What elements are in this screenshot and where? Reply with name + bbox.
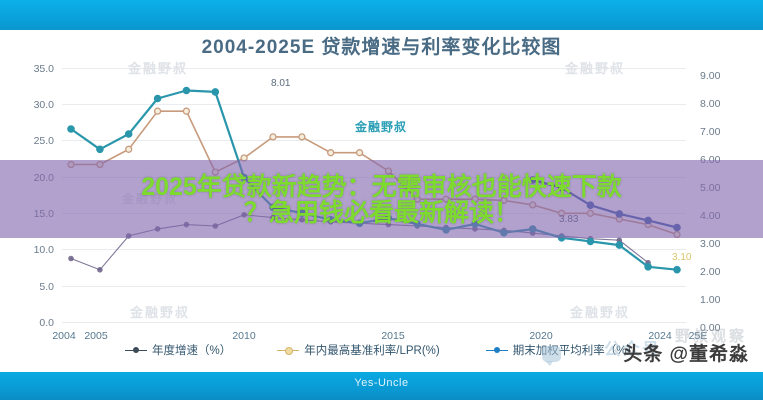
legend-item-lpr[interactable]: 年内最高基准利率/LPR(%) (277, 342, 440, 358)
gridline (62, 140, 686, 141)
gridline (62, 322, 686, 323)
x-axis-tick: 2010 (232, 330, 256, 342)
y2-axis-tick: 0.00 (700, 322, 721, 334)
watermark: 金融野叔 (130, 305, 191, 320)
promo-line-1: 2025年贷款新趋势：无需审核也能快速下款 (141, 172, 622, 201)
y-axis-tick: 30.0 (33, 99, 54, 111)
promo-line-2: ？急用钱必看最新解读！ (243, 199, 519, 227)
speech-bubble-icon (542, 346, 561, 366)
promo-overlay-band (0, 160, 763, 238)
x-axis-tick: 2004 (52, 330, 76, 342)
footer-label: Yes-Uncle (354, 377, 409, 389)
x-axis-tick: 2020 (529, 330, 553, 342)
y-axis-tick: 35.0 (33, 63, 54, 75)
series-inline-label: 金融野叔 (355, 120, 408, 134)
legend-marker-lpr (277, 345, 300, 355)
channel-gongzhonghao: 公众号 (604, 340, 661, 359)
bottom-banner-bar: Yes-Uncle (0, 372, 763, 400)
legend-marker-growth (125, 345, 148, 355)
gridline (62, 249, 686, 250)
y-axis-tick: 5.0 (39, 281, 54, 293)
x-axis-tick: 25E (688, 330, 708, 342)
top-banner-bar (0, 0, 763, 30)
watermark: 金融野叔 (128, 61, 189, 76)
x-axis-tick: 2005 (84, 330, 108, 342)
y-axis-tick: 10.0 (33, 244, 54, 256)
point-label: 3.10 (672, 252, 692, 263)
promo-overlay-text: 2025年贷款新趋势：无需审核也能快速下款 ？急用钱必看最新解读！ (0, 158, 763, 242)
chart-title: 2004-2025E 贷款增速与利率变化比较图 (201, 37, 562, 58)
watermark: 金融野叔 (570, 305, 631, 320)
x-axis-tick: 2015 (381, 330, 405, 342)
legend-item-growth[interactable]: 年度增速（%） (125, 342, 231, 358)
legend-label: 年内最高基准利率/LPR(%) (304, 345, 440, 357)
y2-axis-tick: 1.00 (700, 294, 721, 306)
y2-axis-tick: 7.00 (700, 126, 721, 138)
legend-marker-weighted-avg (485, 345, 508, 355)
gridline (62, 286, 686, 287)
point-label: 8.01 (271, 78, 291, 89)
channel-handle: 头条 @董希淼 (623, 344, 749, 365)
y2-axis-tick: 2.00 (700, 266, 721, 278)
legend-label: 年度增速（%） (152, 345, 232, 357)
watermark: 金融野叔 (565, 61, 626, 76)
y2-axis-tick: 8.00 (700, 98, 721, 110)
y-axis-tick: 0.0 (39, 317, 54, 329)
channel-watermark: 公众号 野叔观察 头条 @董希淼 (517, 328, 757, 374)
y-axis-tick: 25.0 (33, 135, 54, 147)
channel-ghost-text: 野叔观察 (674, 328, 747, 345)
x-axis-tick: 2024 (648, 330, 672, 342)
gridline (62, 104, 686, 105)
gridline (62, 68, 686, 69)
y2-axis-tick: 3.00 (700, 238, 721, 250)
y2-axis-tick: 9.00 (700, 70, 721, 82)
